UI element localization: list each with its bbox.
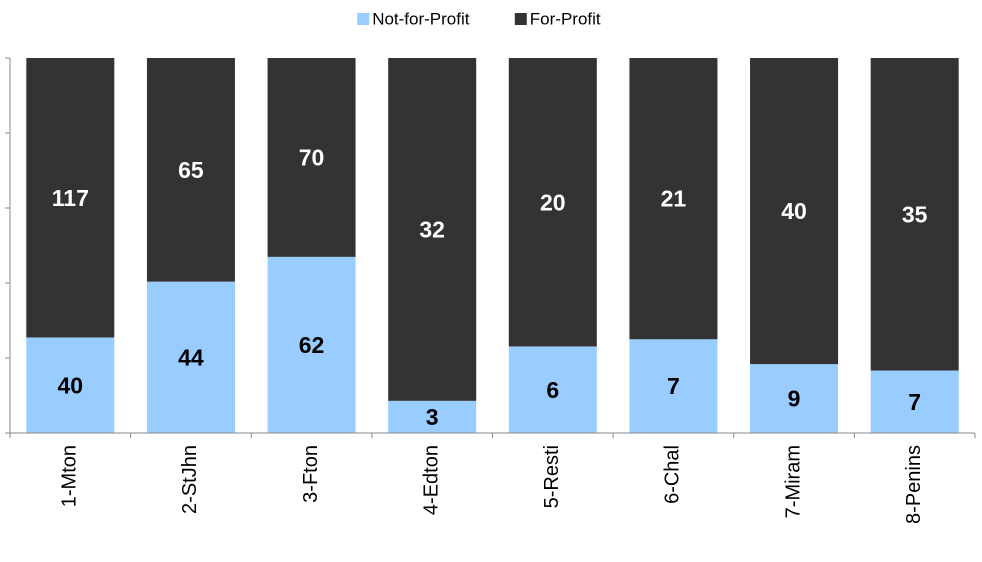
data-label: 44 [178, 344, 204, 370]
x-tick-label: 4-Edton [420, 445, 442, 515]
data-label: 35 [902, 201, 928, 227]
x-tick-label: 8-Penins [903, 445, 925, 524]
data-label: 62 [299, 332, 325, 358]
data-label: 40 [781, 198, 807, 224]
bar-segment [388, 58, 477, 401]
bar-segment [750, 58, 839, 365]
data-label: 6 [546, 377, 559, 403]
data-label: 9 [788, 386, 801, 412]
legend-swatch [357, 13, 370, 25]
data-label: 3 [426, 404, 439, 430]
bar-segment [870, 58, 959, 371]
x-tick-label: 5-Resti [541, 445, 563, 508]
data-label: 7 [667, 373, 680, 399]
bar-segment [629, 339, 718, 433]
bar-segment [750, 364, 839, 433]
legend-label: Not-for-Profit [372, 9, 470, 28]
legend-swatch [514, 13, 527, 25]
bar-segment [26, 337, 115, 433]
bar-segment [388, 400, 477, 433]
data-label: 70 [299, 145, 325, 171]
data-label: 7 [908, 389, 921, 415]
bar-segment [146, 58, 235, 282]
data-label: 40 [58, 372, 84, 398]
bar-segment [267, 58, 356, 257]
bar-segment [508, 346, 597, 433]
x-tick-label: 2-StJhn [179, 445, 201, 514]
data-label: 65 [178, 157, 204, 183]
data-label: 32 [419, 217, 445, 243]
bar-segment [267, 256, 356, 433]
x-tick-label: 1-Mton [59, 445, 81, 507]
data-label: 21 [661, 186, 687, 212]
bar-segment [870, 370, 959, 433]
x-tick-label: 6-Chal [662, 445, 684, 504]
x-tick-label: 3-Fton [300, 445, 322, 503]
bar-segment [146, 281, 235, 433]
data-label: 20 [540, 189, 566, 215]
data-label: 117 [52, 185, 89, 211]
x-tick-label: 7-Miram [782, 445, 804, 518]
bar-segment [629, 58, 718, 340]
bar-segment [26, 58, 115, 338]
bar-segment [508, 58, 597, 347]
legend-label: For-Profit [530, 9, 601, 28]
